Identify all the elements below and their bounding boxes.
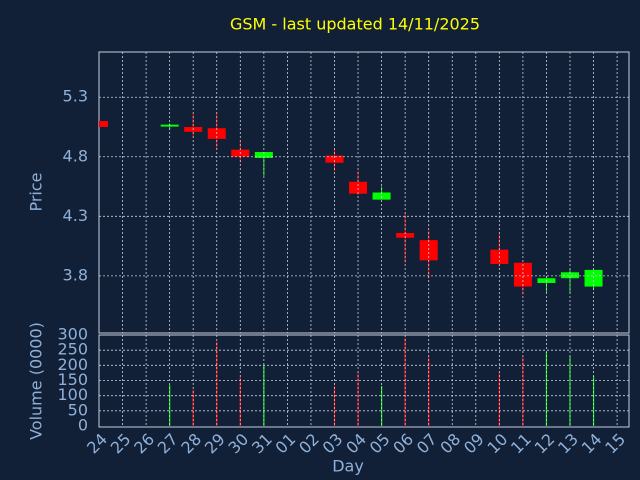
y-tick-label: 4.8	[63, 146, 88, 165]
y-tick-label: 200	[57, 355, 88, 374]
price-marks	[99, 112, 603, 295]
x-tick-label: 15	[601, 430, 629, 458]
x-axis-label: Day	[332, 457, 364, 476]
y-tick-label: 4.3	[63, 206, 88, 225]
candle-body	[396, 232, 415, 238]
y-tick-label: 300	[57, 325, 88, 344]
y-tick-label: 150	[57, 370, 88, 389]
candle-body	[349, 181, 368, 194]
chart-title: GSM - last updated 14/11/2025	[230, 15, 480, 34]
y-axis-label: Price	[27, 172, 46, 211]
candle-body	[325, 155, 344, 163]
candle-body	[513, 262, 532, 287]
y-axis-label: Volume (0000)	[27, 322, 46, 440]
candle-body	[99, 121, 108, 128]
y-tick-label: 0	[78, 416, 88, 435]
candle-body	[254, 152, 273, 158]
price-panel	[98, 51, 630, 334]
y-tick-label: 50	[68, 400, 88, 419]
candle-body	[584, 269, 603, 287]
y-tick-label: 5.3	[63, 87, 88, 106]
y-tick-label: 100	[57, 385, 88, 404]
candle-body	[419, 240, 438, 261]
y-tick-label: 3.8	[63, 265, 88, 284]
volume-panel	[98, 334, 630, 428]
y-tick-label: 250	[57, 340, 88, 359]
candle-body	[561, 272, 579, 279]
